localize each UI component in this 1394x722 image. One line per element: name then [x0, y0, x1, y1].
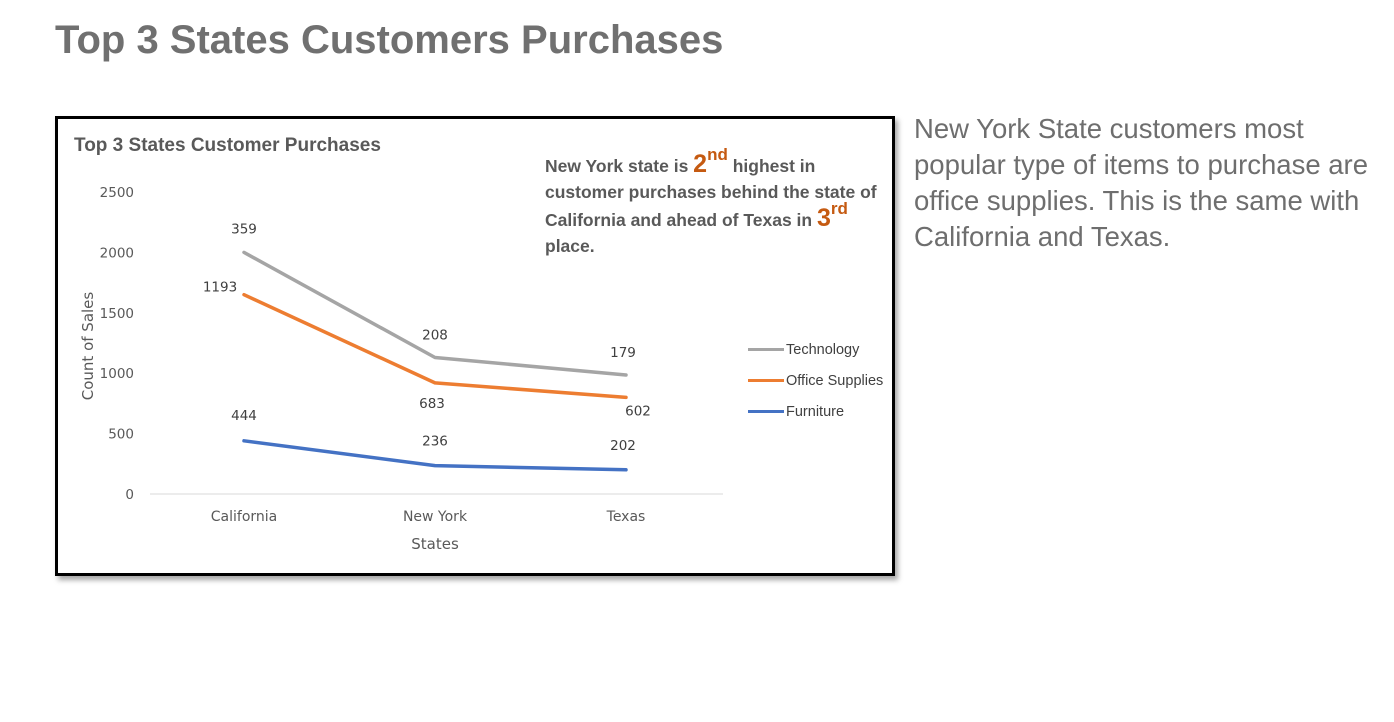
data-label: 236 — [422, 434, 448, 450]
slide-title: Top 3 States Customers Purchases — [55, 18, 724, 62]
x-axis-title: States — [411, 535, 459, 553]
legend-swatch — [748, 348, 784, 351]
legend-item-office-supplies: Office Supplies — [748, 365, 883, 396]
data-label: 1193 — [203, 280, 237, 296]
x-tick-label: California — [211, 509, 277, 525]
callout-text: New York state is 2nd highest in custome… — [545, 146, 885, 259]
data-label: 683 — [419, 396, 445, 412]
x-tick-label: New York — [403, 509, 468, 525]
x-tick-label: Texas — [606, 509, 646, 525]
callout-rank-second: 2nd — [693, 146, 728, 178]
y-tick-label: 2000 — [100, 245, 134, 261]
legend-label: Technology — [786, 341, 860, 358]
y-tick-label: 0 — [125, 487, 134, 503]
callout-part2: highest in customer purchases behind the… — [545, 156, 877, 230]
callout-part3: place. — [545, 236, 595, 256]
legend-item-technology: Technology — [748, 334, 883, 365]
y-tick-label: 1500 — [100, 306, 134, 322]
data-label: 602 — [625, 403, 651, 419]
series-line-furniture — [242, 439, 628, 472]
legend-item-furniture: Furniture — [748, 396, 883, 427]
side-commentary: New York State customers most popular ty… — [914, 113, 1369, 252]
callout-rank-number: 3 — [816, 204, 831, 232]
line-chart: Count of Sales 0 500 1000 1500 2000 2500 Cali… — [79, 185, 723, 553]
callout-rank-third: 3rd — [816, 200, 848, 232]
callout-rank-suffix: rd — [830, 199, 848, 218]
data-label: 208 — [422, 327, 448, 343]
chart-frame: Count of Sales 0 500 1000 1500 2000 2500 Cali… — [55, 116, 895, 576]
data-label: 359 — [231, 221, 257, 237]
callout-rank-suffix: nd — [707, 145, 728, 164]
series-line-office-supplies — [242, 292, 628, 400]
legend-swatch — [748, 379, 784, 382]
data-label: 202 — [610, 438, 636, 454]
y-axis-title: Count of Sales — [79, 292, 97, 401]
callout-part1: New York state is — [545, 156, 694, 176]
y-tick-label: 500 — [108, 427, 134, 443]
data-label: 444 — [231, 408, 257, 424]
y-tick-label: 2500 — [100, 185, 134, 201]
data-label: 179 — [610, 345, 636, 361]
legend-label: Office Supplies — [786, 372, 884, 389]
series-line-technology — [242, 250, 628, 377]
legend-label: Furniture — [786, 403, 845, 420]
callout-rank-number: 2 — [693, 150, 708, 178]
chart-legend: Technology Office Supplies Furniture — [748, 334, 883, 427]
chart-title: Top 3 States Customer Purchases — [74, 135, 381, 156]
legend-swatch — [748, 410, 784, 413]
y-tick-label: 1000 — [100, 366, 134, 382]
